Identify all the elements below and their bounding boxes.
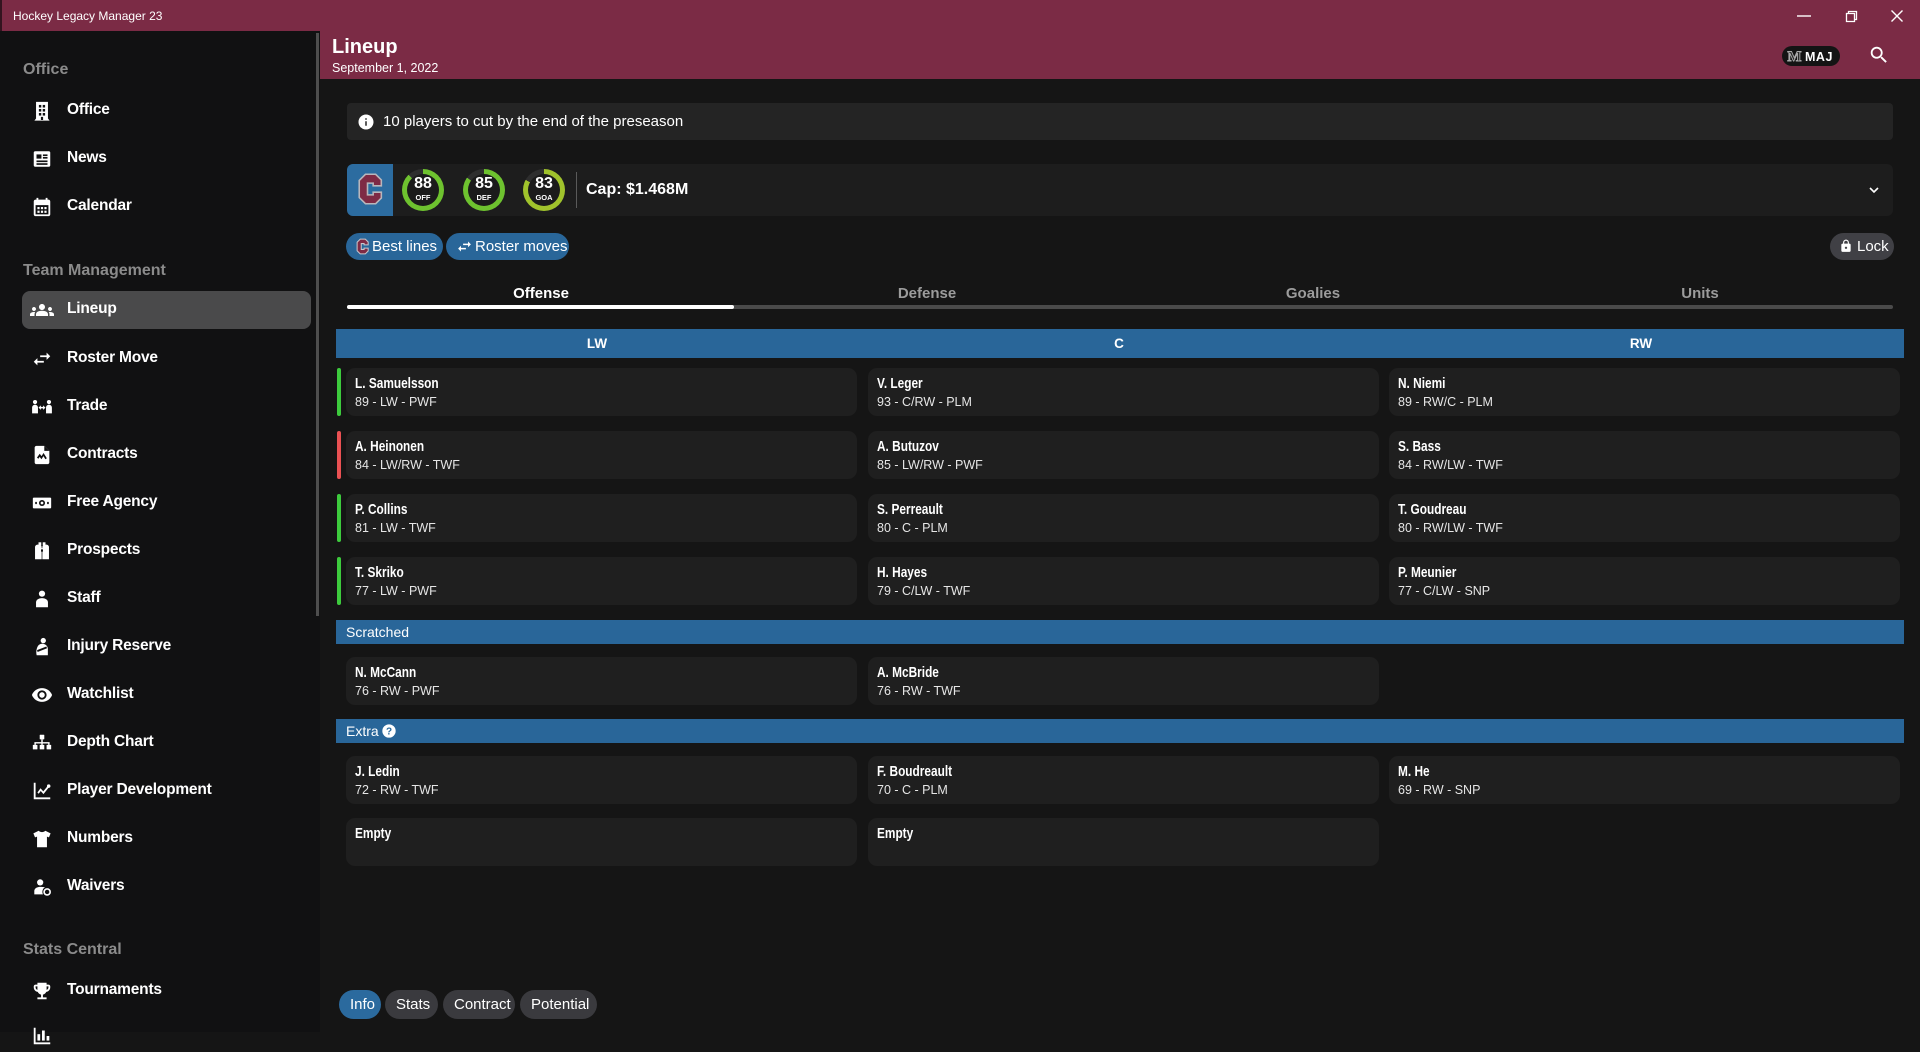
- svg-text:?: ?: [386, 726, 392, 737]
- svg-text:M: M: [1787, 49, 1801, 64]
